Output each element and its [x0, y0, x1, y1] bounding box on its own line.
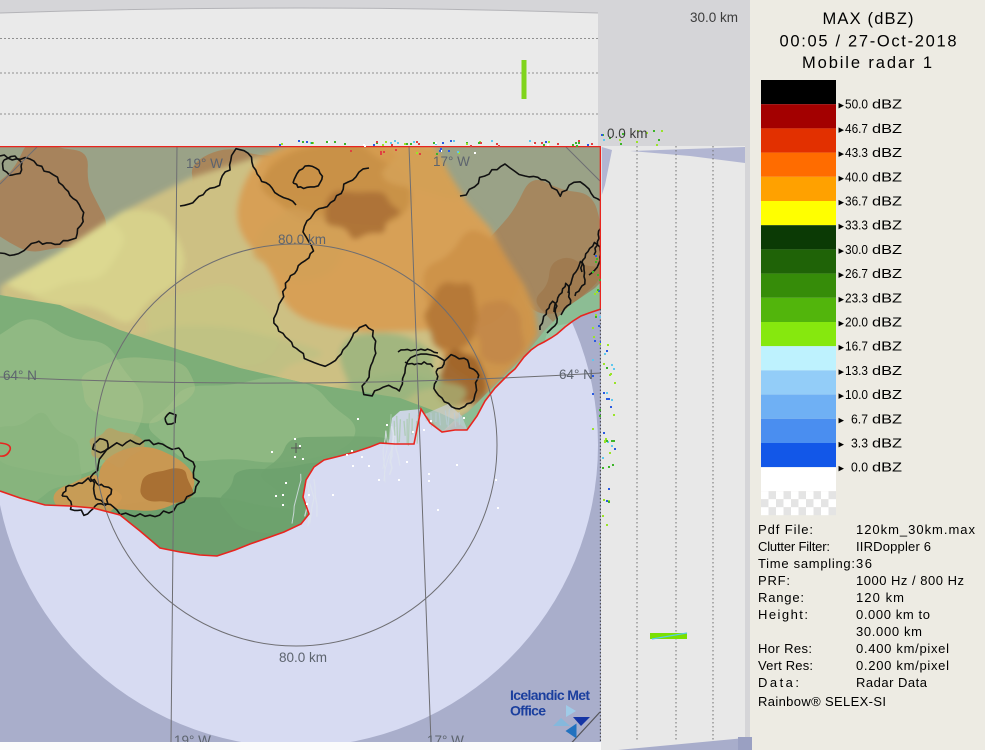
svg-text:64° N: 64° N: [3, 368, 37, 383]
svg-text:Radar Data: Radar Data: [856, 675, 928, 690]
svg-text:Icelandic Met: Icelandic Met: [510, 687, 590, 703]
svg-text:dBZ: dBZ: [872, 145, 902, 160]
svg-text:20.0: 20.0: [845, 315, 868, 330]
svg-text:30.0: 30.0: [845, 242, 868, 257]
svg-text:dBZ: dBZ: [872, 436, 902, 451]
svg-text:46.7: 46.7: [845, 121, 868, 136]
svg-text:▸: ▸: [839, 463, 845, 475]
svg-text:120 km: 120 km: [856, 590, 904, 605]
svg-text:MAX (dBZ): MAX (dBZ): [823, 10, 914, 28]
svg-text:▸: ▸: [839, 342, 845, 354]
svg-text:dBZ: dBZ: [872, 266, 902, 281]
svg-text:19° W: 19° W: [186, 156, 223, 171]
svg-text:33.3: 33.3: [845, 218, 868, 233]
svg-text:▸: ▸: [839, 221, 845, 233]
svg-text:dBZ: dBZ: [872, 194, 902, 209]
svg-text:80.0 km: 80.0 km: [279, 650, 327, 665]
svg-text:43.3: 43.3: [845, 145, 868, 160]
svg-text:▸: ▸: [839, 293, 845, 305]
svg-text:Rainbow® SELEX-SI: Rainbow® SELEX-SI: [758, 694, 886, 709]
svg-text:dBZ: dBZ: [872, 290, 902, 305]
svg-text:▸: ▸: [839, 439, 845, 451]
svg-text:Range:: Range:: [758, 590, 804, 605]
svg-text:80.0 km: 80.0 km: [278, 232, 326, 247]
svg-text:64° N: 64° N: [559, 367, 593, 382]
svg-text:▸: ▸: [839, 390, 845, 402]
svg-text:36: 36: [856, 556, 872, 571]
svg-text:▸: ▸: [839, 269, 845, 281]
svg-text:0.200 km/pixel: 0.200 km/pixel: [856, 658, 949, 673]
svg-text:17° W: 17° W: [433, 154, 470, 169]
svg-text:▸: ▸: [839, 414, 845, 426]
svg-text:0.0: 0.0: [851, 460, 868, 475]
svg-text:dBZ: dBZ: [872, 242, 902, 257]
svg-text:6.7: 6.7: [851, 411, 868, 426]
svg-text:▸: ▸: [839, 245, 845, 257]
svg-text:0.000 km to: 0.000 km to: [856, 607, 930, 622]
svg-text:40.0: 40.0: [845, 169, 868, 184]
svg-text:30.0 km: 30.0 km: [690, 10, 738, 25]
svg-text:dBZ: dBZ: [872, 363, 902, 378]
svg-text:16.7: 16.7: [845, 339, 868, 354]
svg-text:dBZ: dBZ: [872, 218, 902, 233]
svg-text:13.3: 13.3: [845, 363, 868, 378]
svg-text:Vert Res:: Vert Res:: [758, 658, 813, 673]
svg-text:Office: Office: [510, 703, 546, 719]
svg-text:Pdf File:: Pdf File:: [758, 522, 813, 537]
svg-text:▸: ▸: [839, 124, 845, 136]
svg-text:19° W: 19° W: [174, 733, 211, 748]
svg-text:▸: ▸: [839, 197, 845, 209]
svg-text:26.7: 26.7: [845, 266, 868, 281]
svg-text:▸: ▸: [839, 318, 845, 330]
svg-text:0.0 km: 0.0 km: [607, 126, 648, 141]
svg-text:50.0: 50.0: [845, 97, 868, 112]
svg-text:dBZ: dBZ: [872, 339, 902, 354]
svg-text:1000 Hz / 800 Hz: 1000 Hz / 800 Hz: [856, 573, 964, 588]
svg-text:dBZ: dBZ: [872, 169, 902, 184]
svg-text:dBZ: dBZ: [872, 121, 902, 136]
svg-text:0.400 km/pixel: 0.400 km/pixel: [856, 641, 949, 656]
svg-text:Height:: Height:: [758, 607, 808, 622]
svg-text:dBZ: dBZ: [872, 460, 902, 475]
svg-text:PRF:: PRF:: [758, 573, 790, 588]
svg-text:Time sampling:: Time sampling:: [758, 556, 855, 571]
svg-text:dBZ: dBZ: [872, 97, 902, 112]
svg-text:23.3: 23.3: [845, 290, 868, 305]
svg-text:Clutter Filter:: Clutter Filter:: [758, 539, 830, 554]
svg-text:dBZ: dBZ: [872, 411, 902, 426]
svg-text:▸: ▸: [839, 172, 845, 184]
svg-text:▸: ▸: [839, 366, 845, 378]
svg-text:10.0: 10.0: [845, 387, 868, 402]
svg-text:Hor Res:: Hor Res:: [758, 641, 812, 656]
svg-text:▸: ▸: [839, 148, 845, 160]
svg-text:▸: ▸: [839, 100, 845, 112]
svg-text:00:05 / 27-Oct-2018: 00:05 / 27-Oct-2018: [780, 33, 957, 51]
svg-text:3.3: 3.3: [851, 436, 868, 451]
svg-text:36.7: 36.7: [845, 194, 868, 209]
svg-text:IIRDoppler 6: IIRDoppler 6: [856, 539, 931, 554]
svg-text:dBZ: dBZ: [872, 387, 902, 402]
svg-text:dBZ: dBZ: [872, 315, 902, 330]
svg-text:120km_30km.max: 120km_30km.max: [856, 522, 976, 537]
svg-text:30.000 km: 30.000 km: [856, 624, 922, 639]
svg-text:17° W: 17° W: [427, 733, 464, 748]
